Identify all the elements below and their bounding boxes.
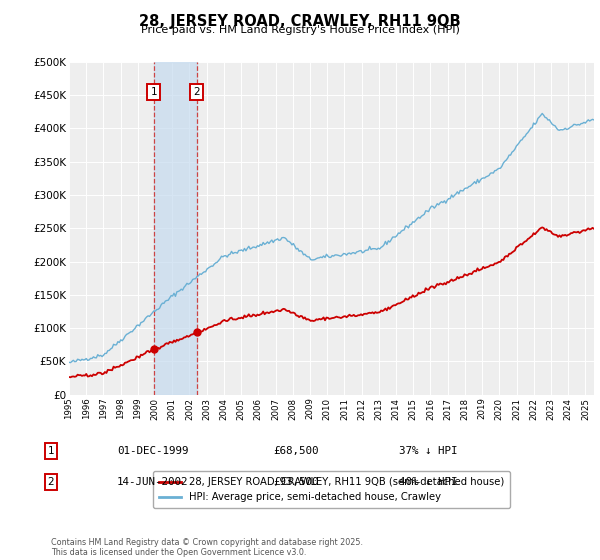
Text: 28, JERSEY ROAD, CRAWLEY, RH11 9QB: 28, JERSEY ROAD, CRAWLEY, RH11 9QB [139, 14, 461, 29]
Text: 01-DEC-1999: 01-DEC-1999 [117, 446, 188, 456]
Text: Price paid vs. HM Land Registry's House Price Index (HPI): Price paid vs. HM Land Registry's House … [140, 25, 460, 35]
Text: £68,500: £68,500 [273, 446, 319, 456]
Text: 37% ↓ HPI: 37% ↓ HPI [399, 446, 458, 456]
Text: Contains HM Land Registry data © Crown copyright and database right 2025.
This d: Contains HM Land Registry data © Crown c… [51, 538, 363, 557]
Text: 2: 2 [193, 87, 200, 96]
Legend: 28, JERSEY ROAD, CRAWLEY, RH11 9QB (semi-detached house), HPI: Average price, se: 28, JERSEY ROAD, CRAWLEY, RH11 9QB (semi… [153, 471, 510, 508]
Text: 2: 2 [47, 477, 55, 487]
Text: 14-JUN-2002: 14-JUN-2002 [117, 477, 188, 487]
Text: 40% ↓ HPI: 40% ↓ HPI [399, 477, 458, 487]
Bar [154, 62, 197, 395]
Text: 1: 1 [47, 446, 55, 456]
Text: £93,500: £93,500 [273, 477, 319, 487]
Text: 1: 1 [151, 87, 157, 96]
